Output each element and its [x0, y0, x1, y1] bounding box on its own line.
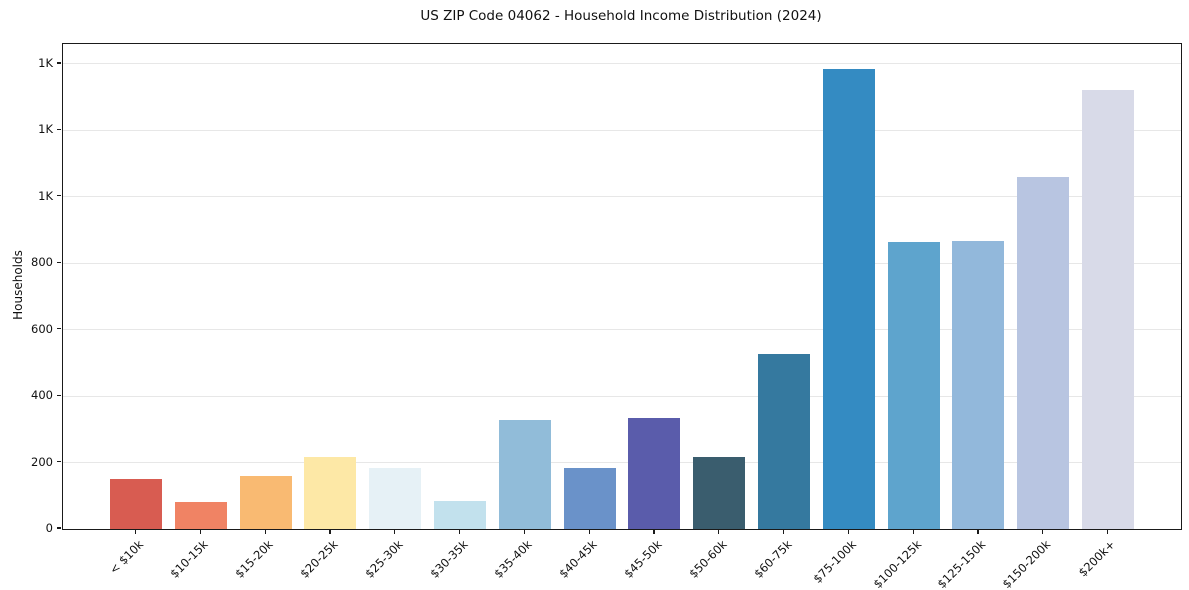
gridline-800-800	[63, 262, 1181, 264]
gridline-1K-1400	[63, 63, 1181, 65]
y-tick-mark-0	[56, 527, 61, 529]
x-tick-label-15-20k: $15-20k	[232, 537, 276, 581]
y-tick-label-1000: 1K	[38, 188, 53, 203]
x-tick-mark-40-45k	[588, 529, 590, 534]
bar-100-125k	[887, 242, 940, 529]
x-tick-mark-25-30k	[394, 529, 396, 534]
x-tick-label-125-150k: $125-150k	[934, 537, 989, 590]
y-tick-mark-1200	[56, 128, 61, 130]
x-tick-mark-100-125k	[912, 529, 914, 534]
y-tick-label-0: 0	[45, 521, 53, 535]
y-tick-mark-600	[56, 328, 61, 330]
y-axis-label: Households	[11, 250, 25, 320]
x-tick-label-30-35k: $30-35k	[426, 537, 471, 581]
x-tick-mark-60-75k	[783, 529, 785, 534]
plot-area	[62, 43, 1182, 530]
bar-10k	[110, 478, 162, 529]
gridline-1K-1000	[63, 196, 1181, 198]
bar-30-35k	[434, 500, 486, 529]
bar-15-20k	[239, 476, 292, 529]
y-tick-mark-200	[56, 460, 61, 463]
y-tick-mark-400	[56, 394, 61, 396]
bar-10-15k	[174, 502, 227, 529]
gridline-400-400	[63, 395, 1181, 397]
gridline-600-600	[63, 329, 1181, 331]
y-tick-label-800: 800	[31, 255, 53, 270]
gridline-1K-1200	[63, 129, 1181, 131]
x-tick-label-20-25k: $20-25k	[297, 537, 341, 581]
x-tick-label-60-75k: $60-75k	[750, 537, 795, 581]
y-tick-mark-1400	[56, 62, 61, 64]
x-tick-mark-125-150k	[977, 529, 979, 534]
x-tick-label-100-125k: $100-125k	[870, 537, 924, 590]
y-tick-label-1400: 1K	[38, 55, 53, 70]
x-tick-label-10-15k: $10-15k	[167, 537, 211, 581]
x-tick-mark-150-200k	[1042, 529, 1044, 534]
bar-150-200k	[1017, 177, 1070, 529]
x-tick-label-10k: < $10k	[106, 537, 147, 577]
bar-60-75k	[758, 354, 810, 529]
x-tick-label-150-200k: $150-200k	[999, 537, 1054, 590]
y-tick-label-400: 400	[31, 388, 53, 403]
bar-45-50k	[628, 418, 681, 529]
x-tick-mark-200k	[1107, 529, 1109, 534]
x-tick-label-50-60k: $50-60k	[685, 537, 730, 581]
bar-25-30k	[369, 467, 422, 529]
bar-75-100k	[822, 69, 875, 529]
y-tick-mark-1000	[56, 195, 61, 197]
x-tick-mark-75-100k	[847, 529, 849, 534]
bar-125-150k	[952, 241, 1005, 529]
x-tick-label-75-100k: $75-100k	[810, 537, 859, 586]
x-tick-mark-10k	[135, 529, 137, 534]
bar-35-40k	[498, 420, 551, 529]
bar-50-60k	[693, 456, 746, 529]
y-tick-label-600: 600	[31, 321, 53, 336]
x-tick-label-25-30k: $25-30k	[361, 537, 406, 581]
x-tick-mark-10-15k	[199, 529, 201, 534]
x-tick-mark-35-40k	[523, 529, 525, 534]
x-tick-label-40-45k: $40-45k	[556, 537, 600, 581]
x-tick-mark-20-25k	[329, 529, 331, 534]
x-tick-mark-50-60k	[718, 529, 720, 534]
bar-200k	[1082, 89, 1134, 529]
x-tick-mark-45-50k	[653, 529, 655, 534]
y-tick-label-200: 200	[31, 454, 53, 469]
x-tick-mark-15-20k	[264, 529, 266, 534]
bar-40-45k	[563, 468, 616, 529]
bar-20-25k	[304, 456, 357, 529]
y-tick-mark-800	[56, 261, 61, 263]
x-tick-label-200k: $200k+	[1076, 537, 1119, 580]
x-tick-label-45-50k: $45-50k	[621, 537, 665, 581]
x-tick-label-35-40k: $35-40k	[491, 537, 535, 581]
x-tick-mark-30-35k	[459, 529, 461, 534]
gridline-200-200	[63, 462, 1181, 464]
y-tick-label-1200: 1K	[38, 122, 53, 137]
chart-title: US ZIP Code 04062 - Household Income Dis…	[420, 8, 822, 24]
